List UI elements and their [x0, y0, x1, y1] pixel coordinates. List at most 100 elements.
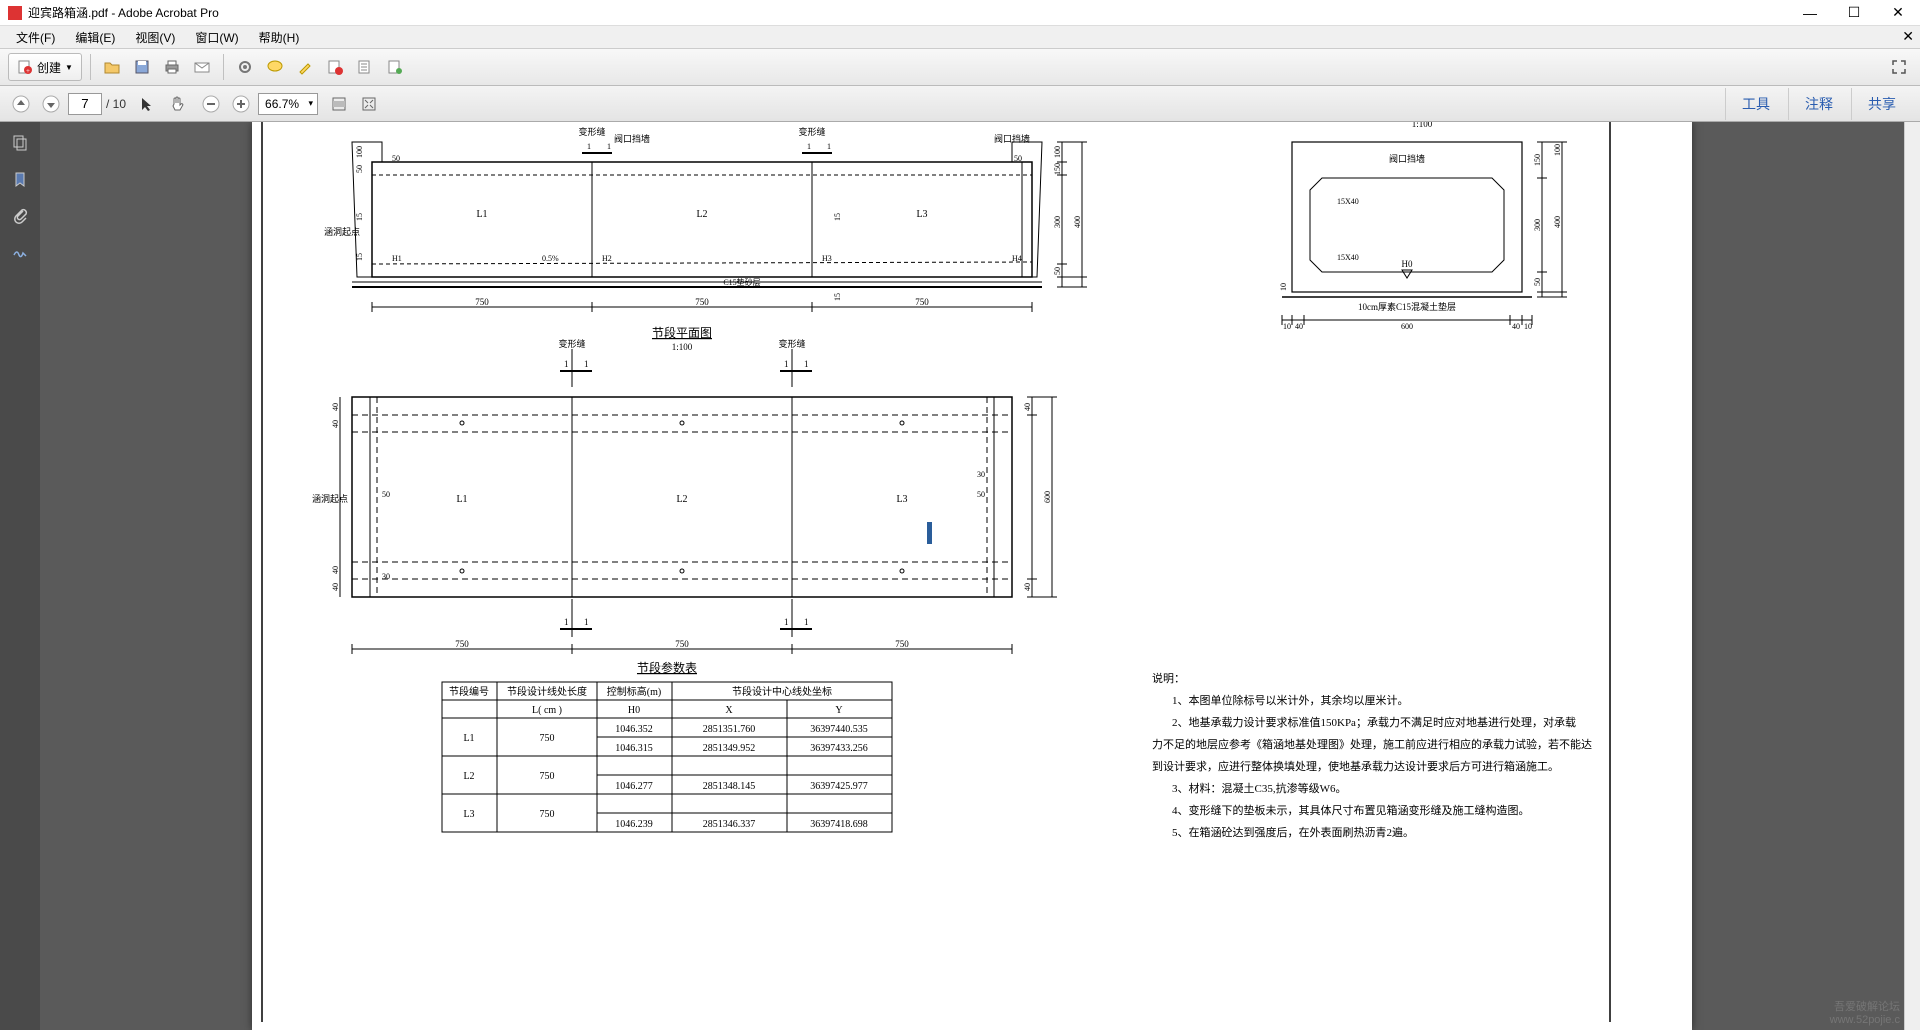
zoom-in-button[interactable] — [228, 91, 254, 117]
hand-icon — [168, 95, 186, 113]
close-button[interactable]: ✕ — [1884, 3, 1912, 23]
svg-text:L3: L3 — [463, 809, 474, 820]
svg-text:1: 1 — [584, 617, 589, 627]
svg-text:变形缝: 变形缝 — [558, 338, 585, 349]
svg-text:涵洞起点: 涵洞起点 — [312, 494, 348, 504]
form-button[interactable] — [352, 54, 378, 80]
svg-text:说明：: 说明： — [1152, 671, 1185, 685]
attachments-panel-button[interactable] — [9, 204, 31, 226]
svg-text:L3: L3 — [916, 209, 927, 220]
left-sidebar — [0, 122, 40, 1030]
bookmarks-panel-button[interactable] — [9, 168, 31, 190]
highlight-button[interactable] — [292, 54, 318, 80]
tab-share[interactable]: 共享 — [1851, 88, 1912, 120]
svg-text:变形缝: 变形缝 — [578, 126, 605, 137]
svg-text:节段设计中心线处坐标: 节段设计中心线处坐标 — [732, 685, 832, 698]
zoom-out-button[interactable] — [198, 91, 224, 117]
svg-text:H0: H0 — [1402, 259, 1413, 269]
svg-text:40: 40 — [331, 403, 340, 411]
tab-tools[interactable]: 工具 — [1725, 88, 1786, 120]
signatures-panel-button[interactable] — [9, 240, 31, 262]
primary-toolbar: + 创建 ▼ — [0, 48, 1920, 86]
svg-text:15: 15 — [355, 253, 364, 261]
multimedia-button[interactable] — [382, 54, 408, 80]
svg-text:750: 750 — [695, 297, 709, 307]
minimize-button[interactable]: — — [1796, 3, 1824, 23]
zoom-select[interactable]: 66.7% — [258, 93, 318, 115]
menu-view[interactable]: 视图(V) — [127, 27, 183, 48]
svg-text:15: 15 — [833, 293, 842, 301]
menu-help[interactable]: 帮助(H) — [251, 27, 308, 48]
svg-text:H2: H2 — [602, 254, 612, 263]
svg-text:40: 40 — [331, 566, 340, 574]
page-number-input[interactable] — [68, 93, 102, 115]
arrow-up-icon — [12, 95, 30, 113]
create-button[interactable]: + 创建 ▼ — [8, 53, 82, 81]
open-button[interactable] — [99, 54, 125, 80]
menu-window[interactable]: 窗口(W) — [187, 27, 246, 48]
document-viewport[interactable]: 1:100 阀口挡墙 变形缝 — [40, 122, 1904, 1030]
svg-text:750: 750 — [540, 733, 555, 744]
navigation-toolbar: / 10 66.7% 工具 注释 共享 — [0, 86, 1920, 122]
svg-text:600: 600 — [1043, 491, 1052, 503]
svg-text:Y: Y — [835, 705, 842, 716]
svg-text:1: 1 — [804, 359, 809, 369]
svg-text:5、在箱涵砼达到强度后，在外表面刷热沥青2遍。: 5、在箱涵砼达到强度后，在外表面刷热沥青2遍。 — [1172, 825, 1414, 839]
svg-text:100: 100 — [1053, 146, 1062, 158]
svg-text:H1: H1 — [392, 254, 402, 263]
svg-text:50: 50 — [355, 165, 364, 173]
svg-text:X: X — [725, 705, 733, 716]
page-up-button[interactable] — [8, 91, 34, 117]
doc-close-icon[interactable]: ✕ — [1902, 28, 1914, 45]
maximize-button[interactable]: ☐ — [1840, 3, 1868, 23]
sign-icon — [326, 58, 344, 76]
email-button[interactable] — [189, 54, 215, 80]
highlight-icon — [296, 58, 314, 76]
svg-text:H3: H3 — [822, 254, 832, 263]
svg-text:40: 40 — [1023, 583, 1032, 591]
sign-button[interactable] — [322, 54, 348, 80]
svg-text:15: 15 — [355, 213, 364, 221]
print-button[interactable] — [159, 54, 185, 80]
window-controls: — ☐ ✕ — [1796, 3, 1912, 23]
bubble-icon — [266, 58, 284, 76]
svg-text:4、变形缝下的垫板未示，其具体尺寸布置见箱涵变形缝及施工缝构: 4、变形缝下的垫板未示，其具体尺寸布置见箱涵变形缝及施工缝构造图。 — [1172, 803, 1530, 817]
svg-text:控制标高(m): 控制标高(m) — [607, 685, 661, 698]
comment-button[interactable] — [262, 54, 288, 80]
select-tool[interactable] — [134, 91, 160, 117]
fit-width-button[interactable] — [326, 91, 352, 117]
save-button[interactable] — [129, 54, 155, 80]
page-down-button[interactable] — [38, 91, 64, 117]
menu-file[interactable]: 文件(F) — [8, 27, 63, 48]
mail-icon — [193, 58, 211, 76]
svg-text:36397418.698: 36397418.698 — [810, 819, 868, 830]
pdf-icon — [8, 6, 22, 20]
svg-text:节段设计线处长度: 节段设计线处长度 — [507, 685, 587, 698]
svg-text:36397433.256: 36397433.256 — [810, 743, 868, 754]
thumbnails-panel-button[interactable] — [9, 132, 31, 154]
vertical-scrollbar[interactable] — [1904, 122, 1920, 1030]
right-tabs: 工具 注释 共享 — [1725, 88, 1912, 120]
svg-text:L1: L1 — [463, 733, 474, 744]
svg-text:2、地基承载力设计要求标准值150KPa；承载力不满足时应对: 2、地基承载力设计要求标准值150KPa；承载力不满足时应对地基进行处理，对承载 — [1172, 715, 1576, 729]
svg-text:1: 1 — [584, 359, 589, 369]
tab-comment[interactable]: 注释 — [1788, 88, 1849, 120]
hand-tool[interactable] — [164, 91, 190, 117]
bookmark-icon — [11, 170, 29, 188]
svg-text:1: 1 — [587, 142, 591, 151]
svg-text:10: 10 — [1279, 283, 1288, 291]
svg-text:30: 30 — [977, 470, 985, 479]
svg-text:150: 150 — [1053, 163, 1062, 175]
title-bar: 迎宾路箱涵.pdf - Adobe Acrobat Pro — ☐ ✕ — [0, 0, 1920, 26]
print-icon — [163, 58, 181, 76]
engineering-drawing: 1:100 阀口挡墙 变形缝 — [252, 122, 1692, 1022]
svg-text:750: 750 — [540, 771, 555, 782]
settings-button[interactable] — [232, 54, 258, 80]
fit-page-button[interactable] — [356, 91, 382, 117]
svg-text:2851349.952: 2851349.952 — [703, 743, 756, 754]
cursor-icon — [138, 95, 156, 113]
menu-edit[interactable]: 编辑(E) — [67, 27, 123, 48]
fullscreen-button[interactable] — [1886, 54, 1912, 80]
svg-text:H0: H0 — [628, 705, 640, 716]
svg-text:400: 400 — [1073, 216, 1082, 228]
